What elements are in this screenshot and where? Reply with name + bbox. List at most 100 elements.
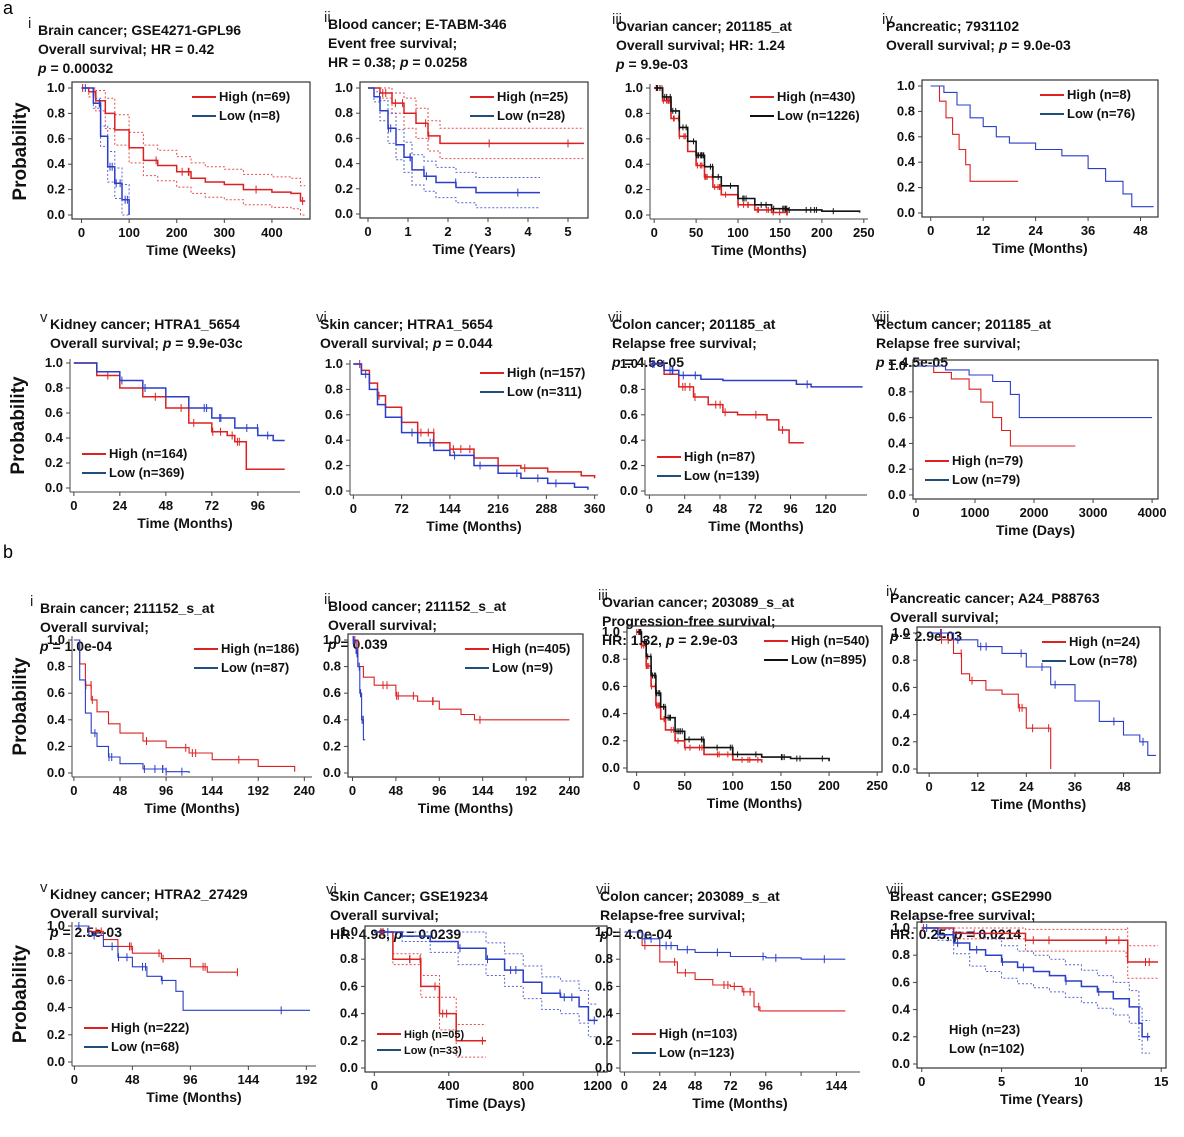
panel-title-line: p = 2.5e-03 (49, 924, 122, 940)
legend-label: Low (n=76) (1067, 106, 1135, 121)
panel-title-line: Skin Cancer; GSE19234 (330, 888, 488, 904)
panel-numeral: iii (612, 11, 622, 28)
y-tick-label: 0.4 (47, 156, 66, 171)
x-tick-label: 144 (201, 783, 223, 798)
x-tick-label: 5 (564, 224, 571, 239)
ci-lower-blue (81, 87, 130, 216)
panel-title-line: Progression-free survival; (602, 613, 776, 629)
y-tick-label: 0.8 (47, 945, 65, 960)
legend-label: Low (n=895) (791, 652, 867, 667)
x-tick-label: 216 (487, 501, 509, 516)
y-tick-label: 1.0 (892, 625, 910, 640)
x-tick-label: 48 (1133, 223, 1147, 238)
panel-numeral: viii (872, 309, 890, 326)
panel-title-line: Relapse-free survival; (600, 907, 746, 923)
x-tick-label: 0 (918, 1074, 925, 1089)
legend-label: High (n=69) (219, 89, 290, 104)
x-axis-label: Time (Months) (708, 518, 803, 534)
y-axis-label: Probability (10, 944, 31, 1043)
y-tick-label: 0.0 (323, 765, 341, 780)
y-tick-label: 0.0 (335, 206, 353, 221)
y-tick-label: 0.8 (625, 105, 643, 120)
ci-lower-blue (368, 87, 540, 209)
panel-title-line: Pancreatic; 7931102 (886, 18, 1019, 34)
y-tick-label: 0.8 (47, 659, 65, 674)
y-tick-label: 1.0 (45, 355, 63, 370)
x-tick-label: 1200 (583, 1078, 612, 1093)
y-tick-label: 1.0 (323, 632, 341, 647)
curve-blue (74, 925, 310, 1011)
x-tick-label: 96 (251, 498, 265, 513)
x-tick-label: 48 (125, 1072, 139, 1087)
panel-title-line: Overall survival; p = 0.044 (320, 335, 493, 351)
panel-title-line: HR = 0.38; p = 0.0258 (328, 54, 468, 70)
y-tick-label: 0.8 (323, 659, 341, 674)
y-tick-label: 0.4 (625, 156, 644, 171)
ci-lower-blue (374, 931, 598, 1038)
panel-title-line: p = 9.9e-03 (615, 56, 688, 72)
y-tick-label: 0.8 (620, 381, 638, 396)
x-axis-label: Time (Months) (137, 515, 232, 531)
panel-numeral: viii (886, 881, 904, 898)
panel-numeral: i (28, 15, 31, 32)
x-tick-label: 150 (770, 778, 792, 793)
legend-label: Low (n=87) (221, 660, 289, 675)
x-tick-label: 48 (159, 498, 173, 513)
plot-frame (916, 626, 1161, 774)
y-tick-label: 0.0 (892, 761, 910, 776)
y-tick-label: 0.2 (323, 738, 341, 753)
curve-blue (352, 639, 366, 741)
x-tick-label: 24 (113, 498, 128, 513)
panel-title-line: Blood cancer; E-TABM-346 (328, 16, 507, 32)
x-tick-label: 24 (677, 501, 692, 516)
y-tick-label: 0.6 (47, 131, 65, 146)
y-axis-label: Probability (10, 102, 31, 201)
ci-upper-blue (921, 927, 1150, 1021)
x-tick-label: 250 (866, 778, 888, 793)
panel-title-line: Colon cancer; 203089_s_at (600, 888, 780, 904)
panel-numeral: i (30, 593, 33, 610)
panel-numeral: iv (886, 583, 897, 600)
y-axis-label: Probability (8, 376, 29, 475)
x-tick-label: 800 (512, 1078, 534, 1093)
y-tick-label: 0.8 (325, 381, 343, 396)
y-tick-label: 0.0 (620, 483, 638, 498)
y-tick-label: 0.8 (892, 652, 910, 667)
panel-title-line: Blood cancer; 211152_s_at (328, 598, 507, 614)
x-tick-label: 72 (394, 501, 408, 516)
y-tick-label: 1.0 (325, 356, 343, 371)
curve-red (929, 632, 1052, 769)
curve-blue (353, 363, 589, 490)
x-tick-label: 96 (159, 783, 173, 798)
panel-title-line: Overall survival; HR = 0.42 (38, 41, 214, 57)
curve-blue (73, 362, 285, 442)
y-tick-label: 1.0 (897, 78, 915, 93)
plot-frame (916, 921, 1167, 1069)
y-tick-label: 0.0 (325, 483, 343, 498)
x-axis-label: Time (Days) (996, 522, 1075, 538)
panel-title-line: Overall survival; p = 9.9e-03c (50, 335, 243, 351)
x-tick-label: 48 (713, 501, 727, 516)
y-tick-label: 0.0 (602, 760, 620, 775)
legend-label: High (n=23) (949, 1022, 1020, 1037)
panel-b-i: i Brain cancer; 211152_s_at Overall surviv… (10, 593, 315, 816)
panel-title-line: Overall survival; (330, 907, 439, 923)
panel-b-v: v Kidney cancer; HTRA2_27429 Overall survi… (10, 879, 317, 1105)
y-tick-label: 0.2 (325, 458, 343, 473)
x-axis-label: Time (Months) (992, 240, 1087, 256)
panel-title-line: Relapse-free survival; (890, 907, 1036, 923)
y-tick-label: 0.6 (602, 678, 620, 693)
x-tick-label: 3 (484, 224, 491, 239)
x-tick-label: 250 (853, 225, 875, 240)
x-tick-label: 1000 (961, 505, 990, 520)
panel-title-line: Overall survival; (50, 905, 159, 921)
x-tick-label: 144 (472, 783, 494, 798)
panel-title-line: Ovarian cancer; 203089_s_at (602, 594, 795, 610)
x-tick-label: 144 (826, 1078, 848, 1093)
x-axis-label: Time (Months) (692, 1095, 787, 1111)
